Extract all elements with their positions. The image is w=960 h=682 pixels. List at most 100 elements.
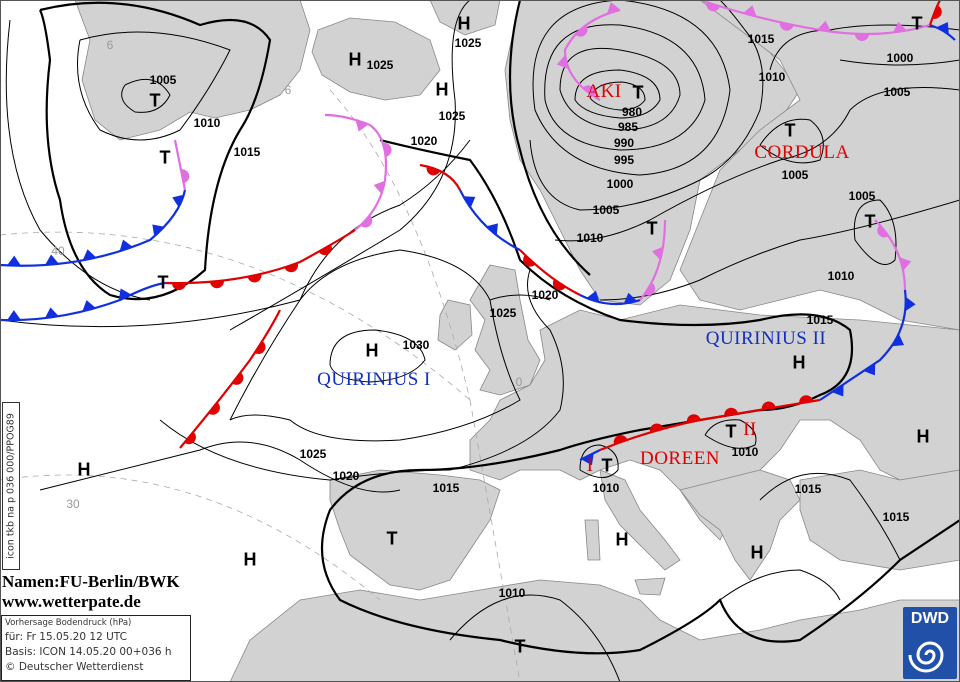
sardinia-corsica (584, 519, 601, 561)
isobar-label-1010: 1010 (592, 481, 620, 495)
warm-front-semicircle (644, 282, 656, 296)
warm-front-semicircle (318, 244, 332, 256)
cold-front-triangle (463, 196, 476, 209)
warm-front-semicircle (523, 254, 536, 267)
cold-front-triangle (6, 310, 21, 321)
cold-front-triangle (556, 55, 569, 69)
front-symbols (6, 2, 949, 466)
cold-front-triangle (119, 239, 133, 252)
isobar-label-1005: 1005 (781, 168, 809, 182)
warm-front-semicircle (208, 402, 220, 415)
cold-front-triangle (623, 292, 638, 304)
isobar-label-1010: 1010 (731, 445, 759, 459)
swirl-icon (908, 641, 944, 673)
isobar-label-1025: 1025 (438, 109, 466, 123)
warm-front-semicircle (171, 283, 186, 291)
warm-front-semicircle (383, 142, 392, 157)
cold-front-triangle (82, 249, 97, 261)
system-name-aki: AKI (586, 81, 622, 102)
cold-front-triangle (743, 5, 757, 17)
system-name-quirinius-i: QUIRINIUS I (317, 369, 431, 390)
cold-front-triangle (863, 363, 876, 376)
graticule-label-40: 40 (51, 244, 65, 258)
cold-front-triangle (118, 288, 132, 301)
isobar-label-990: 990 (613, 136, 635, 150)
finland-russia (679, 0, 960, 331)
system-name-i: I (586, 455, 594, 476)
italy (599, 469, 681, 571)
graticule-label-0: 0 (515, 375, 523, 389)
cold-front-triangle (152, 224, 165, 237)
low-pressure-marker: T (632, 82, 644, 103)
product-code: icon tkb na p 036 000/PPOG89 (5, 413, 17, 559)
warm-front-semicircle (426, 166, 441, 176)
website-link[interactable]: www.wetterpate.de (2, 592, 141, 611)
warm-front-semicircle (706, 2, 720, 12)
low-pressure-marker: T (601, 455, 613, 476)
isobar-label-1015: 1015 (794, 482, 822, 496)
north-africa (229, 579, 960, 682)
model-basis: Basis: ICON 14.05.20 00+036 h (5, 646, 172, 658)
low-pressure-marker: T (514, 636, 526, 657)
isobar-label-1025: 1025 (454, 36, 482, 50)
warm-front-semicircle (180, 169, 190, 184)
balkans-greece (679, 469, 801, 581)
cold-front-triangle (936, 22, 949, 35)
cold-front-triangle (892, 21, 907, 33)
low-pressure-marker: T (864, 211, 876, 232)
cold-front-triangle (899, 257, 912, 271)
cold-front-triangle (831, 384, 844, 397)
warm-front-semicircle (552, 279, 566, 291)
turkey (799, 469, 960, 571)
isobar-label-1010: 1010 (498, 586, 526, 600)
low-pressure-marker: T (911, 13, 923, 34)
system-name-ii: II (743, 419, 757, 440)
cold-front-triangle (891, 334, 905, 347)
dwd-logo-text: DWD (910, 610, 950, 627)
graticule-label-6: 6 (284, 83, 292, 97)
warm-front-semicircle (360, 215, 373, 228)
high-pressure-marker: H (77, 459, 91, 480)
isobar-label-1015: 1015 (432, 481, 460, 495)
low-pressure-marker: T (157, 272, 169, 293)
isobar-label-1005: 1005 (149, 73, 177, 87)
isobar-label-1020: 1020 (332, 469, 360, 483)
warm-front-semicircle (932, 5, 942, 19)
low-pressure-marker: T (386, 528, 398, 549)
high-pressure-marker: H (792, 352, 806, 373)
isobar-label-995: 995 (613, 153, 635, 167)
isobar-label-985: 985 (617, 120, 639, 134)
isobar-label-1000: 1000 (886, 51, 914, 65)
warm-front-semicircle (209, 280, 224, 289)
warm-front-semicircle (854, 33, 869, 41)
isobar-label-1010: 1010 (758, 70, 786, 84)
cold-front-triangle (82, 300, 96, 312)
copyright: © Deutscher Wetterdienst (5, 661, 144, 673)
cold-front-triangle (607, 2, 621, 14)
isobar-label-1000: 1000 (606, 177, 634, 191)
isobar-label-1005: 1005 (592, 203, 620, 217)
low-pressure-marker: T (159, 147, 171, 168)
warm-front-semicircle (877, 224, 889, 238)
warm-front-semicircle (232, 372, 244, 385)
isobar-label-1020: 1020 (410, 134, 438, 148)
warm-front-semicircle (649, 423, 664, 433)
low-pressure-marker: T (784, 120, 796, 141)
isobar-label-1020: 1020 (531, 288, 559, 302)
isobar-label-1005: 1005 (848, 189, 876, 203)
high-pressure-marker: H (243, 549, 257, 570)
iceland (311, 17, 441, 101)
cold-front-triangle (172, 194, 185, 208)
high-pressure-marker: H (916, 426, 930, 447)
cold-front-triangle (586, 290, 600, 303)
warm-front-semicircle (284, 262, 299, 273)
high-pressure-marker: H (750, 542, 764, 563)
cold-front-triangle (905, 296, 916, 311)
cold-front-triangle (6, 255, 21, 266)
isobar-label-1010: 1010 (193, 116, 221, 130)
isobar-label-1025: 1025 (366, 58, 394, 72)
graticule-label-6: 6 (106, 38, 114, 52)
high-pressure-marker: H (348, 49, 362, 70)
